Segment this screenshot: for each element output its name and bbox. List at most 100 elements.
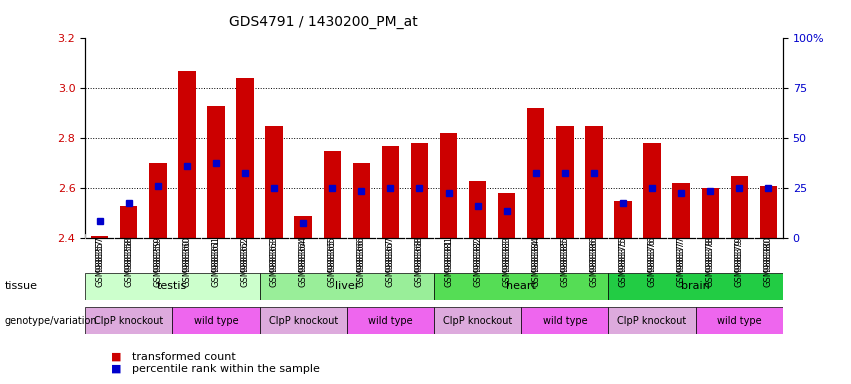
FancyBboxPatch shape — [85, 307, 172, 334]
FancyBboxPatch shape — [260, 273, 434, 300]
Text: GSM988379: GSM988379 — [734, 236, 744, 287]
Bar — [208, 106, 225, 238]
Text: GDS4791 / 1430200_PM_at: GDS4791 / 1430200_PM_at — [229, 15, 418, 29]
Text: wild type: wild type — [194, 316, 238, 326]
Text: wild type: wild type — [543, 316, 587, 326]
Bar — [294, 215, 311, 238]
Bar — [498, 193, 516, 238]
Text: ■: ■ — [111, 364, 121, 374]
Text: tissue: tissue — [4, 281, 37, 291]
Text: GSM988363: GSM988363 — [270, 239, 278, 290]
FancyBboxPatch shape — [85, 273, 260, 300]
Text: liver: liver — [334, 281, 359, 291]
Text: GSM988386: GSM988386 — [590, 239, 598, 290]
Text: GSM988366: GSM988366 — [357, 239, 366, 290]
Text: ClpP knockout: ClpP knockout — [618, 316, 687, 326]
Text: GSM988383: GSM988383 — [502, 236, 511, 287]
FancyBboxPatch shape — [172, 307, 260, 334]
Text: GSM988378: GSM988378 — [705, 239, 715, 290]
Text: GSM988365: GSM988365 — [328, 236, 337, 287]
Bar — [614, 201, 631, 238]
Bar — [440, 133, 457, 238]
Bar — [323, 151, 341, 238]
Text: GSM988361: GSM988361 — [211, 239, 220, 290]
FancyBboxPatch shape — [434, 273, 608, 300]
Text: ClpP knockout: ClpP knockout — [94, 316, 163, 326]
Text: GSM988382: GSM988382 — [473, 236, 483, 287]
Bar — [760, 186, 777, 238]
Text: GSM988376: GSM988376 — [648, 239, 657, 290]
Bar — [120, 206, 137, 238]
Text: GSM988364: GSM988364 — [299, 239, 308, 290]
Text: GSM988384: GSM988384 — [531, 239, 540, 290]
Text: GSM988382: GSM988382 — [473, 239, 483, 290]
Text: GSM988375: GSM988375 — [619, 236, 627, 287]
Text: testis: testis — [157, 281, 187, 291]
Text: ClpP knockout: ClpP knockout — [443, 316, 512, 326]
Text: GSM988367: GSM988367 — [386, 239, 395, 290]
Bar — [556, 126, 574, 238]
Text: GSM988358: GSM988358 — [124, 236, 134, 287]
Bar — [469, 181, 486, 238]
Text: GSM988379: GSM988379 — [734, 239, 744, 290]
FancyBboxPatch shape — [521, 307, 608, 334]
Text: GSM988385: GSM988385 — [560, 236, 569, 287]
Text: GSM988361: GSM988361 — [211, 236, 220, 287]
Text: brain: brain — [682, 281, 710, 291]
FancyBboxPatch shape — [695, 307, 783, 334]
FancyBboxPatch shape — [260, 307, 347, 334]
Text: GSM988362: GSM988362 — [241, 236, 249, 287]
Text: percentile rank within the sample: percentile rank within the sample — [132, 364, 320, 374]
Bar — [585, 126, 603, 238]
Text: GSM988366: GSM988366 — [357, 236, 366, 287]
Text: GSM988376: GSM988376 — [648, 236, 657, 287]
Bar — [91, 235, 108, 238]
Bar — [149, 163, 167, 238]
Text: GSM988367: GSM988367 — [386, 236, 395, 287]
Bar — [527, 108, 545, 238]
Text: GSM988359: GSM988359 — [153, 236, 163, 286]
Text: wild type: wild type — [717, 316, 762, 326]
Text: GSM988378: GSM988378 — [705, 236, 715, 287]
Bar — [266, 126, 283, 238]
Text: ClpP knockout: ClpP knockout — [269, 316, 338, 326]
FancyBboxPatch shape — [347, 307, 434, 334]
Bar — [411, 143, 428, 238]
Text: GSM988360: GSM988360 — [182, 236, 191, 287]
Text: GSM988386: GSM988386 — [590, 236, 598, 287]
FancyBboxPatch shape — [608, 307, 695, 334]
Text: heart: heart — [506, 281, 536, 291]
Text: transformed count: transformed count — [132, 352, 236, 362]
Text: GSM988358: GSM988358 — [124, 239, 134, 290]
Text: GSM988362: GSM988362 — [241, 239, 249, 290]
Text: GSM988365: GSM988365 — [328, 239, 337, 290]
Text: GSM988383: GSM988383 — [502, 239, 511, 290]
Bar — [730, 176, 748, 238]
Bar — [701, 188, 719, 238]
Text: GSM988357: GSM988357 — [95, 236, 104, 287]
Text: GSM988377: GSM988377 — [677, 236, 686, 287]
Text: GSM988377: GSM988377 — [677, 239, 686, 290]
Text: GSM988380: GSM988380 — [764, 239, 773, 290]
Text: genotype/variation: genotype/variation — [4, 316, 97, 326]
Text: GSM988381: GSM988381 — [444, 239, 453, 290]
Bar — [237, 78, 254, 238]
Text: GSM988359: GSM988359 — [153, 239, 163, 290]
Text: wild type: wild type — [368, 316, 413, 326]
Text: GSM988368: GSM988368 — [415, 239, 424, 290]
Text: GSM988381: GSM988381 — [444, 236, 453, 287]
Text: GSM988368: GSM988368 — [415, 236, 424, 287]
Text: GSM988364: GSM988364 — [299, 236, 308, 287]
Text: GSM988375: GSM988375 — [619, 239, 627, 290]
Text: GSM988363: GSM988363 — [270, 236, 278, 287]
Text: ■: ■ — [111, 352, 121, 362]
Bar — [381, 146, 399, 238]
Text: GSM988360: GSM988360 — [182, 239, 191, 290]
Text: GSM988380: GSM988380 — [764, 236, 773, 287]
Bar — [643, 143, 660, 238]
Text: GSM988384: GSM988384 — [531, 236, 540, 287]
FancyBboxPatch shape — [434, 307, 521, 334]
Text: GSM988357: GSM988357 — [95, 239, 104, 290]
Bar — [672, 183, 690, 238]
Bar — [178, 71, 196, 238]
